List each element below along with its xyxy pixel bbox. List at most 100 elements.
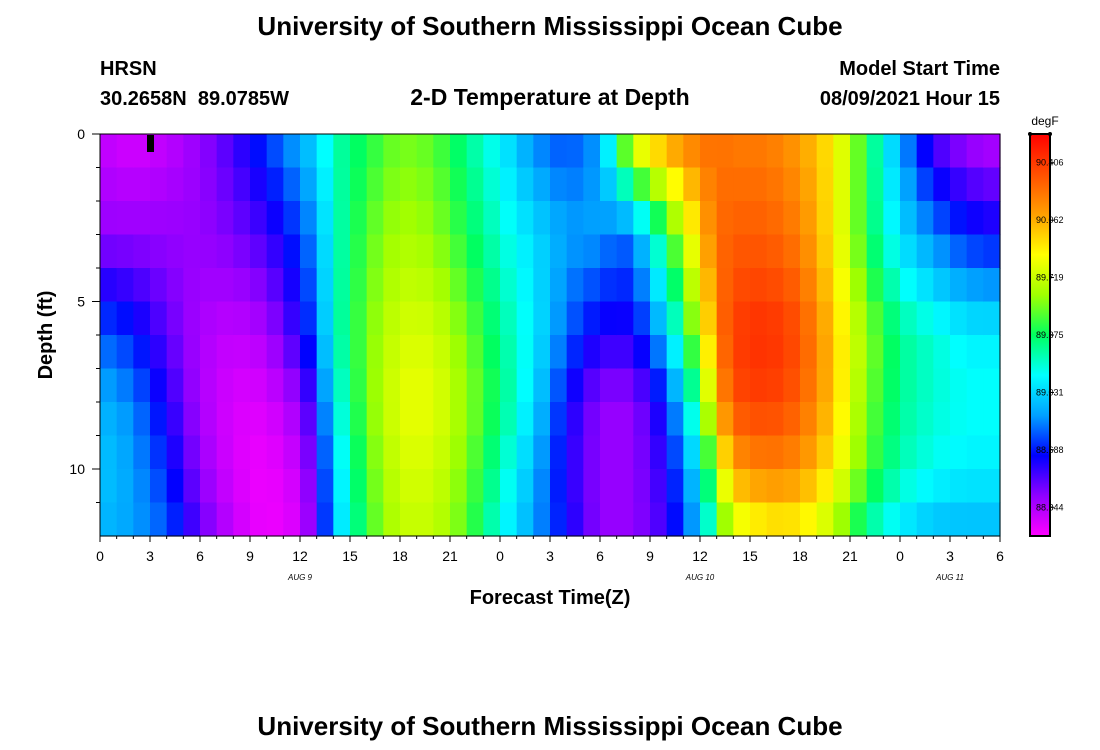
heatmap-cell — [116, 335, 134, 370]
heatmap-cell — [800, 134, 818, 169]
date-label: AUG 11 — [935, 573, 964, 582]
heatmap-cell — [516, 234, 534, 269]
heatmap-cell — [100, 469, 118, 504]
heatmap-cell — [133, 335, 151, 370]
heatmap-cell — [150, 234, 168, 269]
heatmap-cell — [700, 201, 718, 236]
heatmap-cell — [366, 201, 384, 236]
heatmap-cell — [733, 301, 751, 336]
heatmap-cell — [916, 335, 934, 370]
heatmap-cell — [416, 134, 434, 169]
heatmap-cell — [983, 502, 1001, 537]
heatmap-cell — [250, 234, 268, 269]
y-axis-title: Depth (ft) — [35, 291, 57, 380]
heatmap-cell — [200, 469, 218, 504]
heatmap-cell — [183, 335, 201, 370]
heatmap-cell — [883, 167, 901, 202]
heatmap-cell — [633, 335, 651, 370]
heatmap-cell — [716, 301, 734, 336]
heatmap-cell — [366, 134, 384, 169]
heatmap-cell — [650, 435, 668, 470]
heatmap-cell — [533, 201, 551, 236]
heatmap-cell — [400, 335, 418, 370]
heatmap-cell — [483, 301, 501, 336]
heatmap-cell — [816, 134, 834, 169]
heatmap-cell — [166, 301, 184, 336]
heatmap-cell — [533, 301, 551, 336]
heatmap-cell — [550, 167, 568, 202]
heatmap-cell — [866, 134, 884, 169]
heatmap-cell — [566, 268, 584, 303]
heatmap-cell — [750, 502, 768, 537]
heatmap-cell — [550, 201, 568, 236]
heatmap-cell — [416, 435, 434, 470]
heatmap-cell — [916, 502, 934, 537]
heatmap-cell — [900, 301, 918, 336]
heatmap-cell — [216, 301, 234, 336]
heatmap-cell — [683, 502, 701, 537]
heatmap-cell — [666, 435, 684, 470]
heatmap-cell — [366, 268, 384, 303]
heatmap-cell — [483, 402, 501, 437]
heatmap-cell — [533, 469, 551, 504]
heatmap-cell — [350, 335, 368, 370]
heatmap-cell — [266, 335, 284, 370]
heatmap-cell — [483, 167, 501, 202]
heatmap-cell — [200, 268, 218, 303]
heatmap-cell — [550, 469, 568, 504]
heatmap-cell — [433, 268, 451, 303]
x-tick-label: 6 — [996, 548, 1004, 564]
heatmap-cell — [916, 435, 934, 470]
heatmap-cell — [750, 234, 768, 269]
heatmap-cell — [416, 402, 434, 437]
heatmap-cell — [366, 402, 384, 437]
date-label: AUG 10 — [685, 573, 715, 582]
heatmap-cell — [666, 201, 684, 236]
heatmap-cell — [750, 301, 768, 336]
heatmap-cell — [750, 469, 768, 504]
heatmap-cell — [983, 134, 1001, 169]
heatmap-cell — [850, 502, 868, 537]
heatmap-cell — [750, 335, 768, 370]
heatmap-cell — [366, 301, 384, 336]
heatmap-cell — [450, 268, 468, 303]
heatmap-cell — [383, 234, 401, 269]
heatmap-cell — [883, 134, 901, 169]
heatmap-cell — [600, 368, 618, 403]
x-tick-label: 6 — [196, 548, 204, 564]
heatmap-cell — [300, 368, 318, 403]
heatmap-cell — [983, 301, 1001, 336]
heatmap-cell — [516, 201, 534, 236]
heatmap-cell — [150, 134, 168, 169]
heatmap-cell — [550, 268, 568, 303]
heatmap-cell — [666, 335, 684, 370]
heatmap-cell — [333, 201, 351, 236]
heatmap-cell — [583, 368, 601, 403]
heatmap-cell — [733, 134, 751, 169]
heatmap-cell — [300, 134, 318, 169]
heatmap-cell — [883, 435, 901, 470]
heatmap-cell — [900, 268, 918, 303]
heatmap-cell — [983, 469, 1001, 504]
heatmap-cell — [166, 435, 184, 470]
heatmap-cell — [800, 368, 818, 403]
heatmap-cell — [566, 435, 584, 470]
heatmap-cell — [683, 268, 701, 303]
heatmap-cell — [566, 201, 584, 236]
y-tick-label: 5 — [77, 294, 85, 310]
heatmap-cell — [616, 134, 634, 169]
heatmap-cell — [166, 201, 184, 236]
heatmap-cell — [983, 435, 1001, 470]
x-tick-label: 18 — [392, 548, 408, 564]
heatmap-cell — [900, 469, 918, 504]
heatmap-cell — [683, 402, 701, 437]
heatmap-cell — [966, 268, 984, 303]
heatmap-cell — [133, 402, 151, 437]
heatmap-cell — [700, 435, 718, 470]
heatmap-cell — [150, 301, 168, 336]
colorbar-tick-label: 89.375 — [1036, 330, 1064, 340]
heatmap-cell — [550, 402, 568, 437]
heatmap-cell — [483, 368, 501, 403]
heatmap-cell — [350, 167, 368, 202]
